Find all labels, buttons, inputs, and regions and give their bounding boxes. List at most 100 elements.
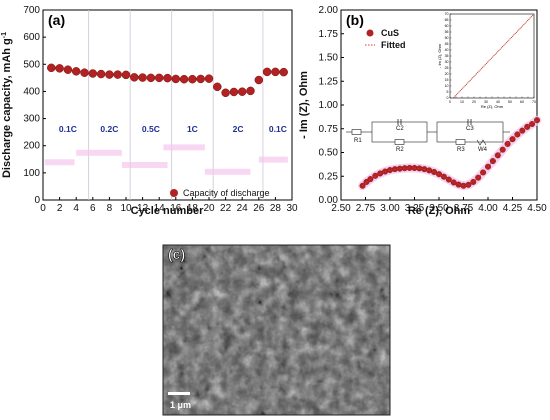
- x-tick-label-b: 2.50: [331, 203, 351, 214]
- highlight-bar: [76, 149, 122, 156]
- inset-y-tick-label: 30: [445, 60, 449, 64]
- inset-x-tick-label: 50: [508, 100, 512, 104]
- sem-texture-coarse: [163, 245, 390, 415]
- inset-y-tick-label: 50: [445, 36, 449, 40]
- data-point-cus: [519, 127, 526, 134]
- x-tick-label-a: 26: [253, 203, 265, 214]
- data-point-capacity: [196, 74, 205, 84]
- data-point-capacity: [121, 70, 131, 80]
- y-tick-label-a: 400: [23, 86, 40, 97]
- data-point-cus: [431, 168, 438, 175]
- circuit-label-w4: W4: [478, 147, 488, 153]
- circuit-resistor-r3: [455, 139, 466, 145]
- y-tick-label-a: 300: [23, 114, 40, 125]
- circuit-label-r3: R3: [457, 147, 465, 153]
- legend-label-cus: CuS: [381, 28, 399, 38]
- svg-text:Discharge capacity, mAh g-1: Discharge capacity, mAh g-1: [1, 32, 13, 178]
- legend-b: CuS Fitted: [365, 28, 406, 50]
- inset-y-tick-label: 20: [445, 72, 449, 76]
- sem-frame: [162, 244, 391, 416]
- data-point-capacity: [254, 75, 264, 85]
- x-tick-label-b: 4.25: [503, 203, 523, 214]
- inset-x-tick-label: 20: [472, 100, 476, 104]
- x-tick-label-a: 0: [40, 203, 46, 214]
- legend-a: Capacity of discharge: [170, 188, 270, 198]
- x-tick-label-a: 10: [120, 203, 132, 214]
- panel-b: 2.50 2.75 3.00 3.25 3.50 3.75 4.00 4.25 4.50 0.00…: [298, 5, 547, 217]
- y-axis-title-a-text: Discharge capacity, mAh g: [1, 38, 13, 178]
- data-point-capacity: [229, 87, 239, 97]
- y-tick-label-b: 0.50: [319, 148, 339, 159]
- panel-label-a: (a): [48, 12, 65, 28]
- panel-a: 0 2 4 6 8 10 12 14 16 18 20 22 24 26 28 300100200300400…: [1, 5, 298, 217]
- highlight-bar: [121, 162, 168, 168]
- data-point-capacity: [179, 74, 189, 84]
- scale-bar: [168, 392, 190, 395]
- data-point-capacity: [237, 87, 247, 96]
- data-point-cus: [372, 172, 379, 179]
- data-point-capacity: [204, 74, 214, 83]
- x-tick-label-b: 3.75: [454, 203, 474, 214]
- x-tick-label-a: 20: [203, 203, 215, 214]
- data-point-capacity: [96, 69, 106, 79]
- x-tick-label-a: 2: [57, 203, 63, 214]
- data-point-capacity: [80, 68, 89, 77]
- inset-y-tick-label: 0: [447, 96, 449, 100]
- inset-y-tick-label: 45: [445, 42, 449, 46]
- fitted-line: [362, 119, 538, 187]
- x-tick-label-a: 22: [220, 203, 232, 214]
- x-tick-label-a: 14: [154, 203, 166, 214]
- y-tick-label-a: 500: [23, 59, 40, 70]
- impedance-series: [358, 115, 542, 191]
- panel-label-b: (b): [346, 12, 364, 28]
- inset-y-tick-label: 70: [445, 12, 449, 16]
- rate-label: 0.1C: [269, 124, 287, 134]
- rate-label: 1C: [187, 124, 198, 134]
- legend-label-fitted: Fitted: [381, 40, 406, 50]
- y-tick-label-a: 600: [23, 32, 40, 43]
- circuit-label-r1: R1: [354, 138, 362, 144]
- circuit-warburg-w4: [476, 139, 487, 146]
- y-tick-label-b: 1.75: [319, 29, 339, 40]
- inset-x-tick-label: 30: [484, 100, 488, 104]
- inset-x-tick-label: 70: [532, 100, 536, 104]
- x-tick-label-a: 16: [170, 203, 182, 214]
- data-point-capacity: [246, 86, 255, 96]
- inset-y-tick-label: 10: [445, 84, 449, 88]
- legend-label-capacity: Capacity of discharge: [183, 188, 270, 198]
- x-tick-label-a: 24: [237, 203, 249, 214]
- inset-y-axis-title: - Im (Z), Ohm: [437, 43, 442, 68]
- circuit-label-r2: R2: [396, 147, 404, 153]
- data-point-cus: [514, 131, 521, 138]
- y-axis-title-b-wrap: - Im (Z), Ohm: [298, 71, 310, 139]
- rate-label: 0.5C: [142, 124, 160, 134]
- inset-x-tick-label: 60: [520, 100, 524, 104]
- highlight-bar: [258, 156, 288, 163]
- x-tick-label-b: 3.25: [405, 203, 425, 214]
- plot-a-axes: 0 2 4 6 8 10 12 14 16 18 20 22 24 26 28 300100200300400…: [23, 5, 298, 214]
- y-tick-label-b: 0.75: [319, 124, 339, 135]
- scale-bar-label: 1 μm: [170, 400, 191, 410]
- y-tick-label-b: 2.00: [319, 5, 339, 16]
- legend-marker-capacity: [170, 189, 178, 197]
- data-point-capacity: [146, 73, 156, 83]
- data-point-capacity: [105, 70, 114, 79]
- inset-data-line: [453, 13, 535, 98]
- inset-y-tick-label: 5: [447, 90, 449, 94]
- highlight-bars: [44, 144, 288, 175]
- data-point-cus: [470, 178, 477, 185]
- inset-y-tick-label: 25: [445, 66, 449, 70]
- x-tick-label-a: 28: [270, 203, 282, 214]
- data-point-capacity: [171, 74, 181, 84]
- data-point-capacity: [279, 67, 288, 77]
- y-tick-label-b: 0.25: [319, 171, 339, 182]
- data-point-cus: [524, 123, 531, 130]
- x-tick-label-b: 2.75: [356, 203, 376, 214]
- data-point-capacity: [113, 70, 122, 79]
- circuit-label-c2: C2: [396, 126, 404, 132]
- inset-y-tick-label: 65: [445, 18, 449, 22]
- y-axis-title-b: - Im (Z), Ohm: [298, 71, 310, 139]
- x-tick-label-a: 12: [137, 203, 149, 214]
- data-point-capacity: [271, 67, 280, 77]
- highlight-bar: [204, 168, 251, 175]
